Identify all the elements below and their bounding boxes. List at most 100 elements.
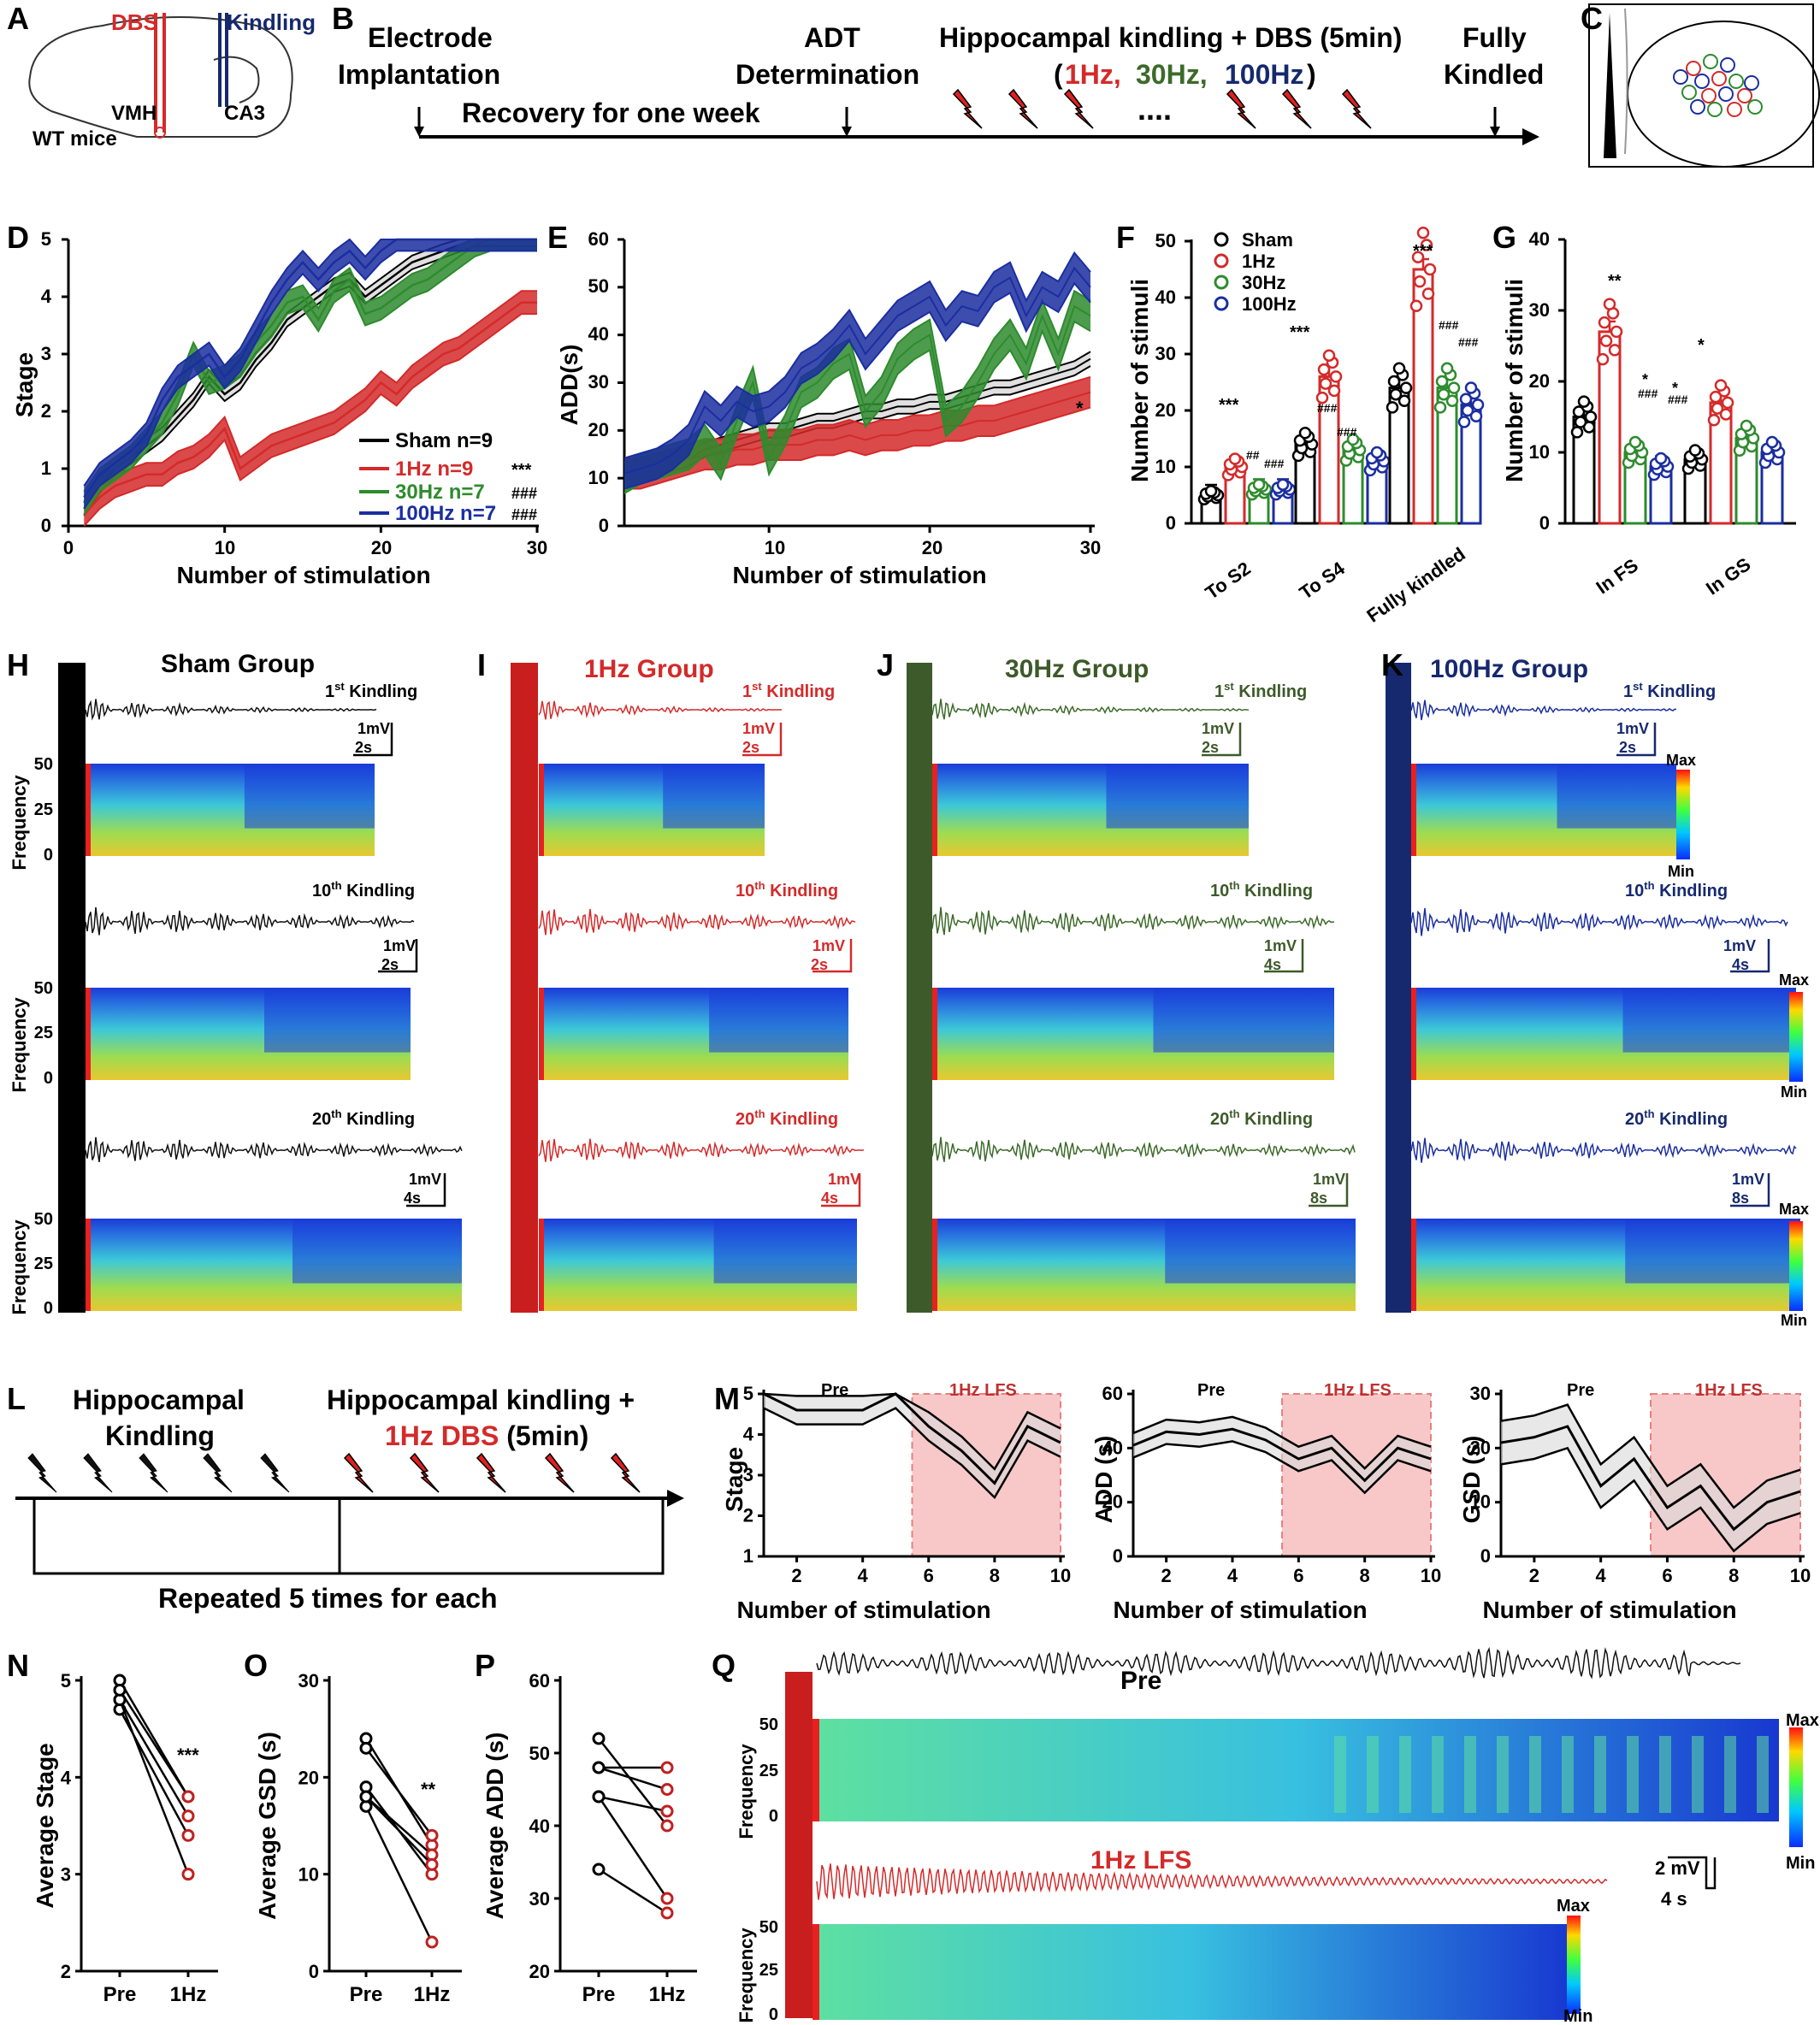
panel-letter-e: E [547, 220, 568, 255]
nop-post-point-1-5 [425, 1857, 439, 1871]
m-ytick-label-2-0: 0 [1480, 1545, 1491, 1567]
e-lower-3 [623, 281, 1091, 490]
q-f50-1: 50 [759, 1715, 778, 1734]
d-line-3 [83, 238, 537, 499]
1hz-mv-1: 1mV [742, 720, 775, 737]
f-ytick-0: 0 [1166, 512, 1176, 534]
f-point-2-3 [1469, 410, 1483, 422]
e-band-2 [624, 291, 1090, 494]
sham-mv-2: 1mV [383, 937, 416, 954]
q-burst-2 [1399, 1736, 1411, 1813]
q-f50-2: 50 [759, 1918, 778, 1937]
f-sig-fk-3: ### [1458, 335, 1479, 349]
f-point-2-0 [1398, 394, 1411, 408]
nop-pair-line-0-3 [118, 1699, 190, 1875]
spectrogram-edge-0-2 [86, 1219, 91, 1311]
nop-ytick-label-1-1: 10 [298, 1864, 319, 1886]
sham-s-2: 2s [381, 956, 399, 973]
q-freq-2: Frequency [736, 1928, 757, 2023]
p-x-1hz: 1Hz [649, 1983, 686, 2006]
eeg-trace-0-1 [85, 906, 415, 936]
g-point-1-1 [1719, 408, 1733, 421]
spectrogram-shade-1-0 [663, 764, 765, 829]
scale-bar-7 [1264, 939, 1304, 973]
d-legend-30hz: 30Hz n=7 [395, 481, 485, 504]
cbar1-min: Min [1668, 863, 1694, 880]
q-colorbar-2 [1567, 1916, 1581, 2014]
f-point-2-1 [1420, 239, 1433, 251]
spectrogram-shade-2-0 [1106, 764, 1249, 829]
d-legend-1hz: 1Hz n=9 [395, 458, 473, 481]
g-point-1-1 [1707, 413, 1721, 427]
spectrogram-edge-0-0 [86, 764, 91, 856]
q-spec-edge-lfs [812, 1924, 819, 2020]
d-legend-sham: Sham n=9 [395, 429, 493, 452]
30hz-k10: 10th Kindling [1210, 879, 1313, 900]
100hz-s-3: 8s [1732, 1190, 1749, 1207]
p-ylabel: Average ADD (s) [482, 1733, 508, 1920]
m-upper-2 [1500, 1403, 1801, 1509]
m1-pre: Pre [821, 1381, 848, 1400]
q-scale-bar [1668, 1856, 1717, 1890]
m-lower-0 [763, 1407, 1061, 1500]
e-ytick-10: 10 [588, 467, 609, 488]
nop-post-point-1-4 [425, 1935, 439, 1949]
freq-25-3: 25 [34, 1255, 53, 1273]
d-ylabel: Stage [11, 352, 38, 417]
scale-bar-11 [1730, 1173, 1770, 1207]
f-ylabel: Number of stimuli [1126, 279, 1153, 482]
f-point-2-0 [1387, 375, 1401, 388]
g-point-1-1 [1714, 379, 1728, 392]
30hz-mv-3: 1mV [1313, 1171, 1345, 1188]
nop-post-point-2-4 [660, 1892, 674, 1905]
p-x-pre: Pre [582, 1983, 616, 2006]
eeg-trace-3-2 [1410, 1137, 1797, 1163]
chart-m: 1 2 3 4 5 2 4 6 8 10 0 20 40 60 2 4 6 8 10 0 10 20 30 2 4 6 8 10 [743, 1383, 1811, 1586]
spectrogram-shade-1-1 [709, 988, 848, 1053]
hz100-label: 100Hz [1225, 59, 1304, 90]
e-ytick-40: 40 [588, 323, 609, 345]
eeg-panels [58, 663, 1803, 1313]
f-ytick-30: 30 [1155, 343, 1176, 364]
panel-letter-g: G [1492, 220, 1516, 255]
stim-bar-1 [511, 663, 538, 1313]
chart-d [62, 238, 539, 533]
q-f0-1: 0 [769, 1807, 778, 1826]
sham-mv-3: 1mV [409, 1171, 441, 1188]
e-ytick-20: 20 [588, 419, 609, 440]
m-line-1 [1132, 1427, 1432, 1483]
m3-pre: Pre [1567, 1381, 1594, 1400]
q-burst-13 [1757, 1736, 1769, 1813]
q-burst-12 [1724, 1736, 1736, 1813]
m-xtick-label-0-1: 4 [858, 1565, 869, 1586]
nop-pair-line-1-5 [365, 1796, 433, 1866]
q-min-2: Min [1563, 2007, 1592, 2025]
nop-ytick-label-1-3: 30 [298, 1670, 319, 1691]
q-burst-3 [1432, 1736, 1444, 1813]
q-pre-label: Pre [1120, 1667, 1161, 1695]
q-burst-11 [1692, 1736, 1704, 1813]
nop-pair-line-1-4 [364, 1805, 434, 1943]
g-cat-fs: In FS [1592, 554, 1642, 598]
m-xtick-label-2-1: 4 [1596, 1565, 1607, 1586]
e-band-0 [624, 351, 1090, 486]
d-xtick-30: 30 [527, 537, 547, 558]
nop-post-point-2-3 [660, 1804, 674, 1818]
m-xtick-label-2-0: 2 [1529, 1565, 1539, 1586]
eeg-trace-2-1 [931, 906, 1335, 936]
d-ytick-2: 2 [41, 400, 51, 422]
eeg-trace-1-1 [538, 908, 856, 936]
scale-bar-labels: 1mV 2s 1mV 2s 1mV 4s 1mV 2s 1mV 2s 1mV 4… [355, 720, 1764, 1207]
d-band-3 [84, 239, 538, 509]
timeline-b [414, 88, 1539, 145]
nop-pair-line-2-2 [598, 1766, 668, 1791]
freq-50-2: 50 [34, 979, 53, 998]
nop-post-point-0-1 [181, 1810, 195, 1823]
f-point-2-2 [1437, 387, 1451, 401]
f-cat-s2: To S2 [1202, 558, 1255, 604]
colorbar-2 [1789, 992, 1803, 1082]
scale-bar-2 [406, 1173, 446, 1207]
g-sig-gs-1: * [1698, 336, 1705, 355]
g-point-0-0 [1584, 410, 1598, 423]
